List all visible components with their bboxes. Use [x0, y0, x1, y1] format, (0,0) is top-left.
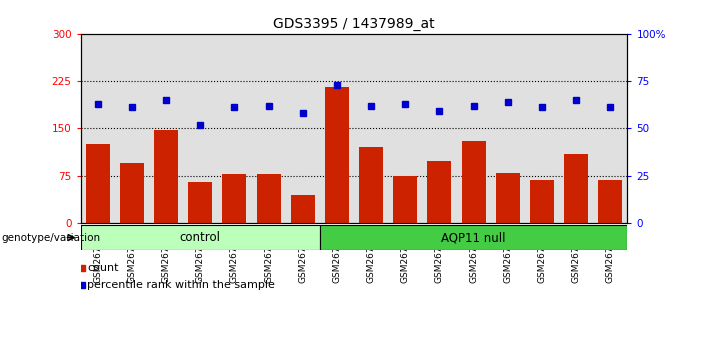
Bar: [86, 144, 109, 223]
Bar: [354, 34, 388, 223]
Title: GDS3395 / 1437989_at: GDS3395 / 1437989_at: [273, 17, 435, 31]
Bar: [593, 34, 627, 223]
Bar: [462, 141, 486, 223]
Text: genotype/variation: genotype/variation: [1, 233, 100, 242]
Text: AQP11 null: AQP11 null: [442, 231, 506, 244]
Bar: [559, 34, 593, 223]
Bar: [189, 182, 212, 223]
Bar: [428, 161, 451, 223]
Bar: [81, 34, 115, 223]
Bar: [120, 163, 144, 223]
Bar: [222, 174, 246, 223]
Bar: [388, 34, 422, 223]
Bar: [217, 34, 252, 223]
Bar: [496, 172, 519, 223]
Text: count: count: [88, 263, 119, 273]
Bar: [530, 180, 554, 223]
Bar: [359, 147, 383, 223]
Bar: [325, 87, 349, 223]
Bar: [422, 34, 456, 223]
Bar: [564, 154, 588, 223]
Bar: [491, 34, 525, 223]
Bar: [525, 34, 559, 223]
Bar: [320, 225, 627, 250]
Bar: [81, 225, 320, 250]
Bar: [115, 34, 149, 223]
Bar: [291, 195, 315, 223]
Bar: [252, 34, 286, 223]
Bar: [149, 34, 183, 223]
Text: control: control: [179, 231, 221, 244]
Bar: [257, 174, 280, 223]
Bar: [456, 34, 491, 223]
Bar: [286, 34, 320, 223]
Bar: [320, 34, 354, 223]
Text: percentile rank within the sample: percentile rank within the sample: [88, 280, 275, 290]
Bar: [393, 176, 417, 223]
Bar: [183, 34, 217, 223]
Bar: [599, 180, 622, 223]
Bar: [154, 130, 178, 223]
